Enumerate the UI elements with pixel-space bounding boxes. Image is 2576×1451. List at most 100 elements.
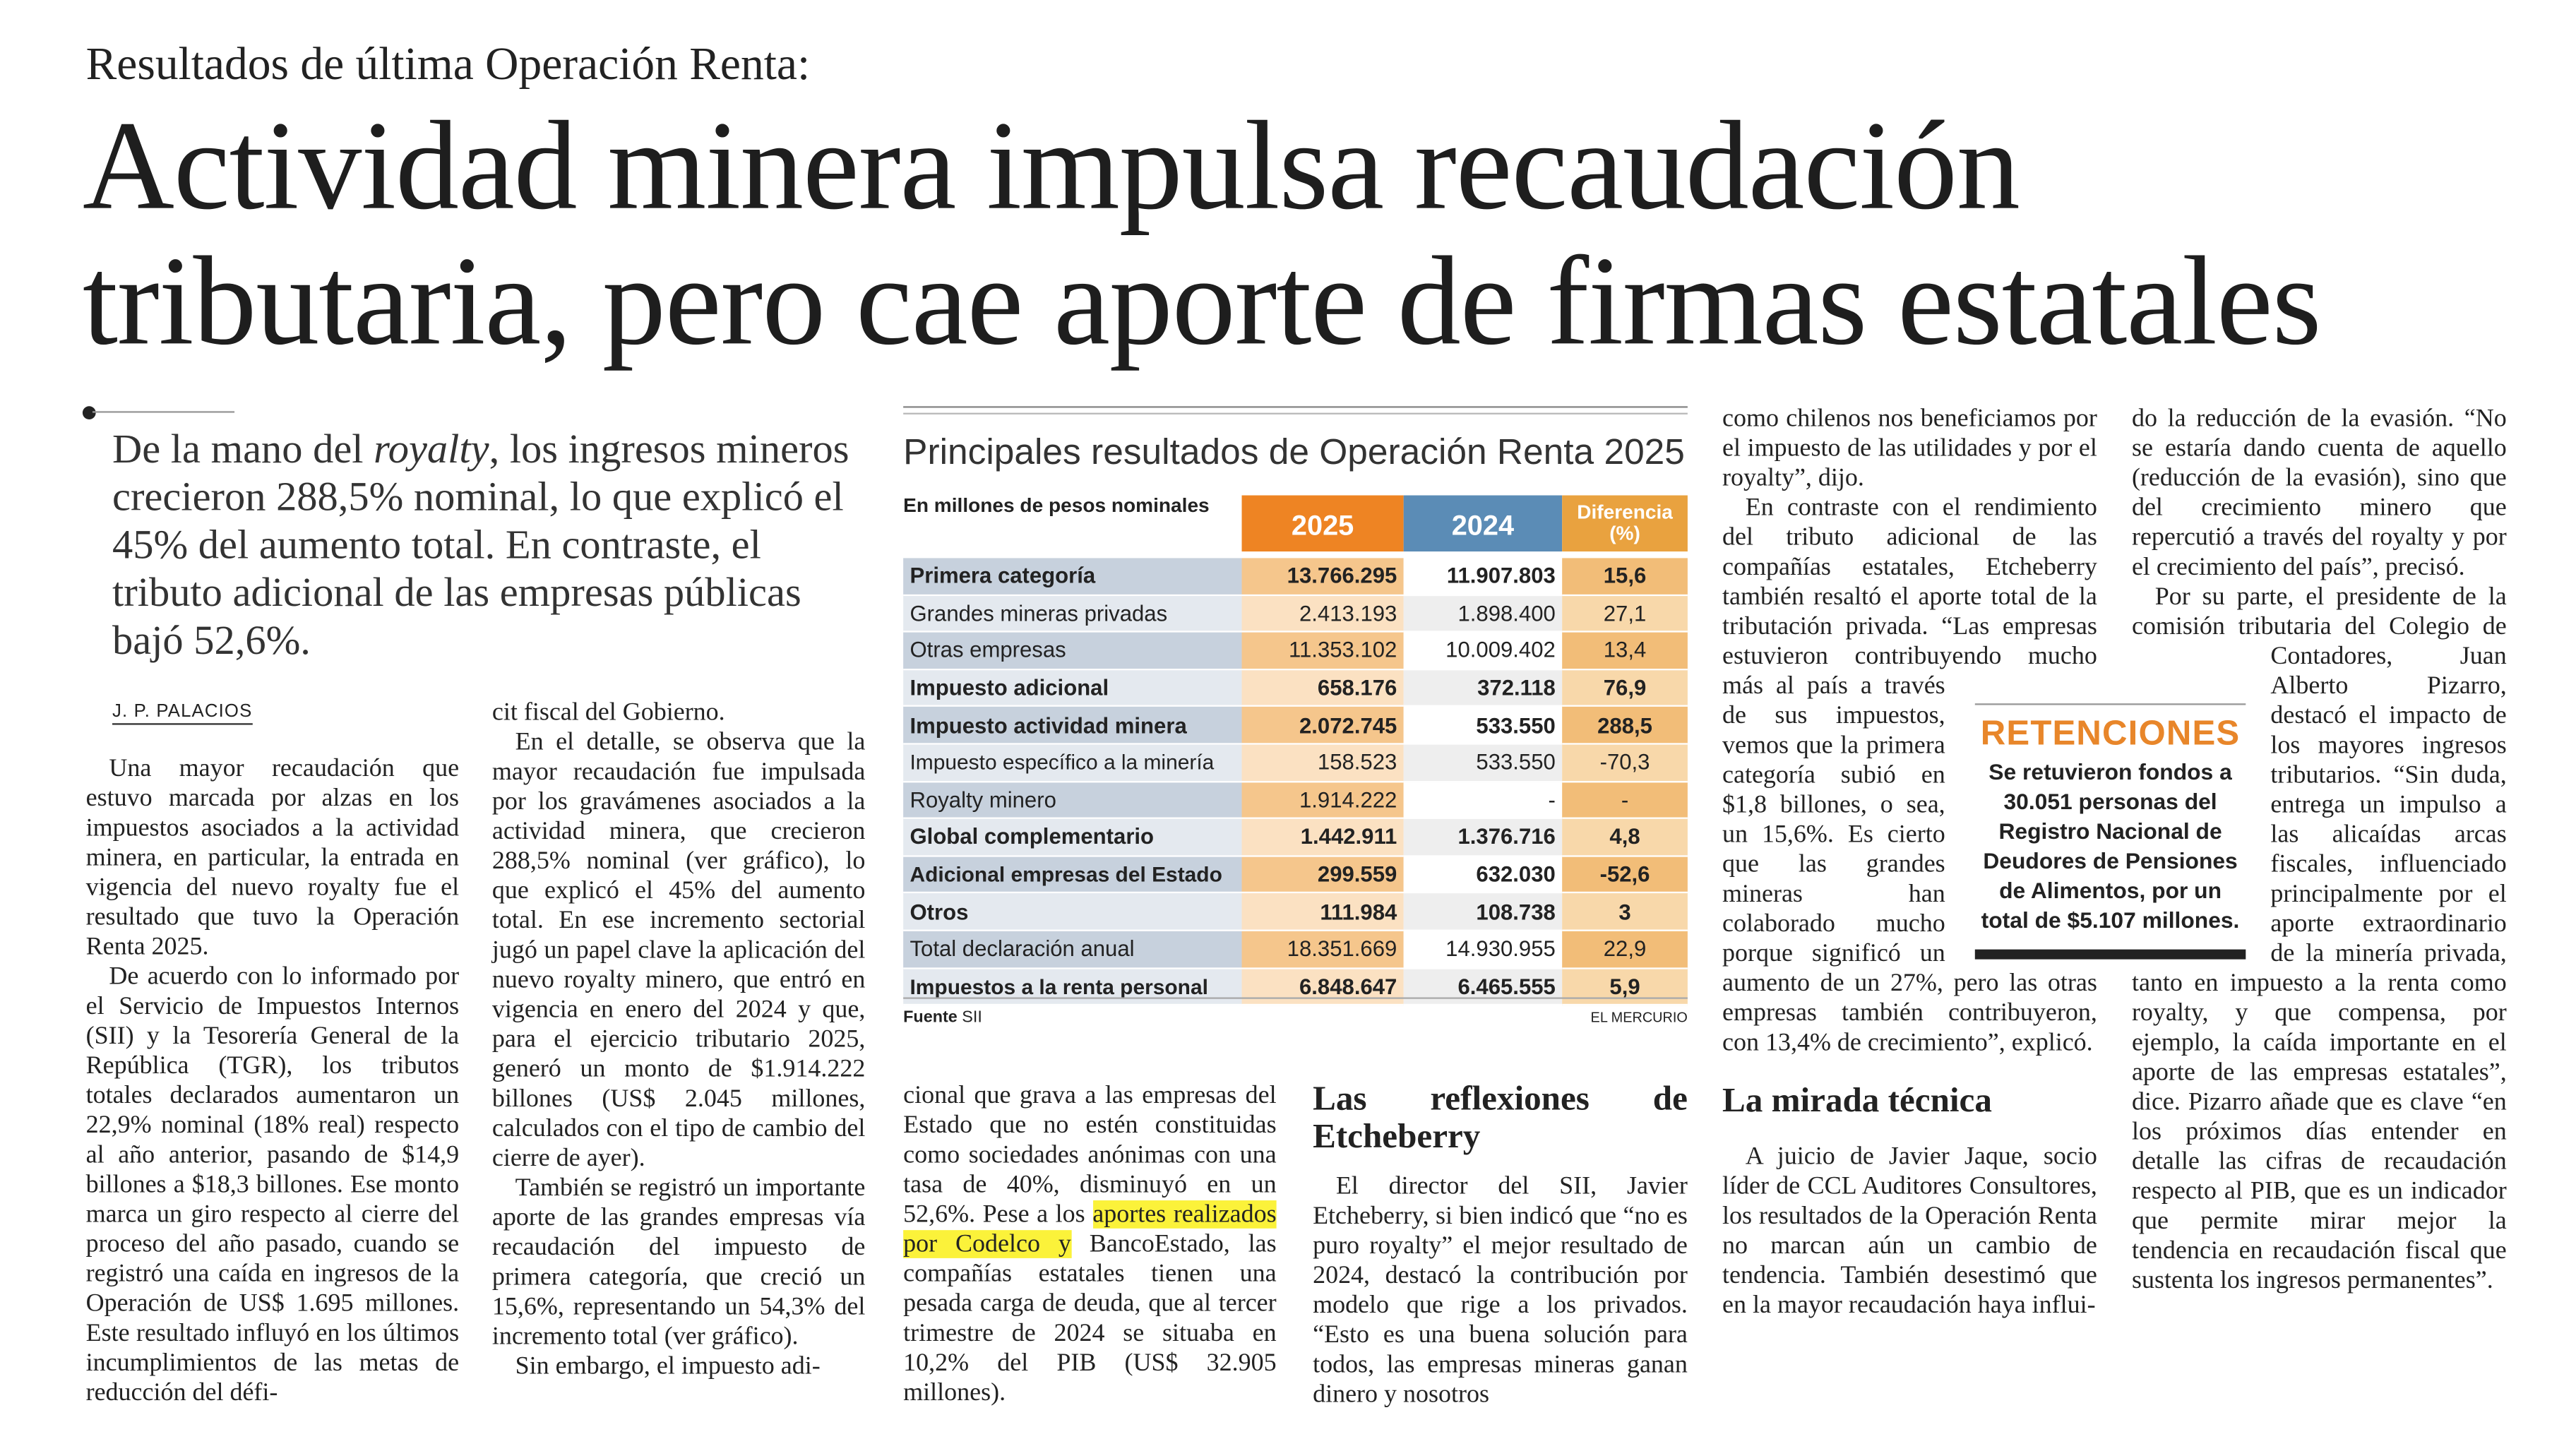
table-cell: 13.766.295 (1241, 558, 1404, 596)
header-text: Diferencia (1577, 500, 1673, 524)
rule (903, 406, 1688, 414)
table-cell: Impuesto actividad minera (903, 707, 1242, 745)
table-cell: 372.118 (1403, 669, 1563, 707)
paragraph: También se registró un importante aporte… (491, 1174, 866, 1351)
text: BancoEstado, las compañías estatales tie… (903, 1230, 1277, 1407)
sidebar-box: RETENCIONES Se retuvieron fondos a 30.05… (1974, 703, 2246, 960)
paragraph: cional que grava a las empresas del Esta… (903, 1081, 1277, 1409)
table-footer: Fuente SII EL MERCURIO (903, 997, 1688, 1027)
table-cell: 4,8 (1562, 819, 1688, 857)
table-cell: 288,5 (1562, 707, 1688, 745)
paragraph: A juicio de Javier Jaque, socio líder de… (1722, 1142, 2097, 1320)
table-cell: 3 (1562, 893, 1688, 931)
paragraph: Sin embargo, el impuesto adi- (515, 1352, 821, 1380)
paragraph: do la reducción de la evasión. “No se es… (2131, 404, 2507, 582)
table-row: Royalty minero 1.914.222- - (903, 782, 1688, 820)
table-row: Impuesto actividad minera 2.072.745 533.55… (903, 707, 1688, 745)
source-label: Fuente (903, 1008, 958, 1027)
table-cell: 1.442.911 (1241, 819, 1404, 857)
table-cell: 632.030 (1403, 856, 1563, 894)
table-cell: 2.072.745 (1241, 707, 1404, 745)
table-cell: - (1562, 782, 1688, 820)
table-cell: 13,4 (1562, 633, 1688, 670)
lead-text: De la mano del (112, 427, 374, 472)
paragraph: De acuerdo con lo informado por el Servi… (85, 962, 460, 1407)
credit: EL MERCURIO (1590, 1008, 1688, 1026)
column-header: 2024 (1403, 495, 1563, 552)
column: do la reducción de la evasión. “No se es… (2132, 405, 2507, 1296)
table-row: Otros 111.984 108.738 3 (903, 893, 1688, 931)
table-cell: Impuestos a la renta personal (903, 968, 1242, 1006)
paragraph: En contraste con el rendimiento del trib… (1722, 494, 2097, 1057)
table-cell: 5,9 (1562, 968, 1688, 1006)
table-cell: -52,6 (1562, 856, 1688, 894)
column: Las reflexiones de Etcheberry El director… (1313, 1078, 1688, 1410)
table-cell: 76,9 (1562, 669, 1688, 707)
table-cell: 108.738 (1403, 893, 1563, 931)
table-row: Grandes mineras privadas 2.413.193 1.898.4… (903, 595, 1688, 633)
column: Una mayor recaudación que estuvo marcada… (86, 755, 459, 1409)
table-cell: 2.413.193 (1241, 595, 1404, 633)
table-cell: 1.376.716 (1403, 819, 1563, 857)
table-cell: 111.984 (1241, 893, 1404, 931)
paragraph: Por su parte, el presidente de la comisi… (2131, 583, 2507, 1295)
table-cell: - (1403, 782, 1563, 820)
lead-text: , los ingresos mineros crecieron 288,5% … (112, 427, 849, 664)
column: cit fiscal del Gobierno. En el detalle, s… (492, 698, 865, 1382)
sidebar-text: Se retuvieron fondos a 30.051 personas d… (1981, 759, 2240, 933)
table-row: Otras empresas 11.353.102 10.009.402 13,4 (903, 633, 1688, 670)
table-cell: Royalty minero (903, 782, 1242, 820)
paragraph: Una mayor recaudación que estuvo marcada… (85, 754, 460, 961)
table-row: Impuesto específico a la minería 158.523 5… (903, 744, 1688, 782)
paragraph: cit fiscal del Gobierno. (491, 698, 725, 727)
table-cell: 15,6 (1562, 558, 1688, 596)
table-cell: 6.465.555 (1403, 968, 1563, 1006)
bullet-dot (82, 406, 96, 419)
table-cell: 6.848.647 (1241, 968, 1404, 1006)
table-cell: Primera categoría (903, 558, 1242, 596)
byline: J. P. PALACIOS (112, 702, 253, 725)
table-cell: Otros (903, 893, 1242, 931)
table-cell: 27,1 (1562, 595, 1688, 633)
sidebar-bar (1974, 949, 2246, 960)
lead-text: royalty (374, 427, 489, 472)
table-row: Adicional empresas del Estado 299.559 632.… (903, 856, 1688, 894)
column-header: Diferencia (%) (1562, 495, 1688, 552)
table-cell: -70,3 (1562, 744, 1688, 782)
table-cell: 533.550 (1403, 707, 1563, 745)
source: SII (962, 1008, 982, 1027)
table-cell: Impuesto específico a la minería (903, 744, 1242, 782)
table-cell: 1.914.222 (1241, 782, 1404, 820)
table-cell: Grandes mineras privadas (903, 595, 1242, 633)
subheading: Las reflexiones de Etcheberry (1313, 1078, 1688, 1156)
table-cell: 299.559 (1241, 856, 1404, 894)
table-cell: 533.550 (1403, 744, 1563, 782)
headline-line: tributaria, pero cae aporte de firmas es… (82, 229, 2322, 372)
table-cell: Global complementario (903, 819, 1242, 857)
rule (92, 411, 235, 413)
table-cell: 18.351.669 (1241, 931, 1404, 969)
paragraph: El director del SII, Javier Etcheberry, … (1313, 1172, 1688, 1409)
headline-line: Actividad minera impulsa recaudación (82, 94, 2020, 237)
lead: De la mano del royalty, los ingresos min… (112, 426, 872, 665)
table-cell: 158.523 (1241, 744, 1404, 782)
table-cell: 658.176 (1241, 669, 1404, 707)
table-row: Total declaración anual 18.351.669 14.930.… (903, 931, 1688, 969)
column: como chilenos nos beneficiamos por el im… (1722, 405, 2097, 1321)
paragraph: En el detalle, se observa que la mayor r… (491, 728, 866, 1173)
table-row: Impuesto adicional 658.176 372.118 76,9 (903, 669, 1688, 707)
column-header: 2025 (1241, 495, 1404, 552)
kicker: Resultados de última Operación Renta: (85, 40, 811, 91)
column: cional que grava a las empresas del Esta… (903, 1081, 1277, 1409)
header-text: (%) (1609, 521, 1640, 545)
table-cell: Impuesto adicional (903, 669, 1242, 707)
paragraph: como chilenos nos beneficiamos por el im… (1722, 404, 2097, 492)
table-cell: 11.353.102 (1241, 633, 1404, 670)
table-cell: Otras empresas (903, 633, 1242, 670)
text: cional que grava a las empresas del Esta… (903, 1081, 1277, 1229)
table-row: Primera categoría 13.766.295 11.907.803 15,… (903, 558, 1688, 596)
table-cell: 22,9 (1562, 931, 1688, 969)
subheading: La mirada técnica (1722, 1080, 1992, 1120)
table-graphic: Principales resultados de Operación Rent… (903, 406, 1688, 1027)
